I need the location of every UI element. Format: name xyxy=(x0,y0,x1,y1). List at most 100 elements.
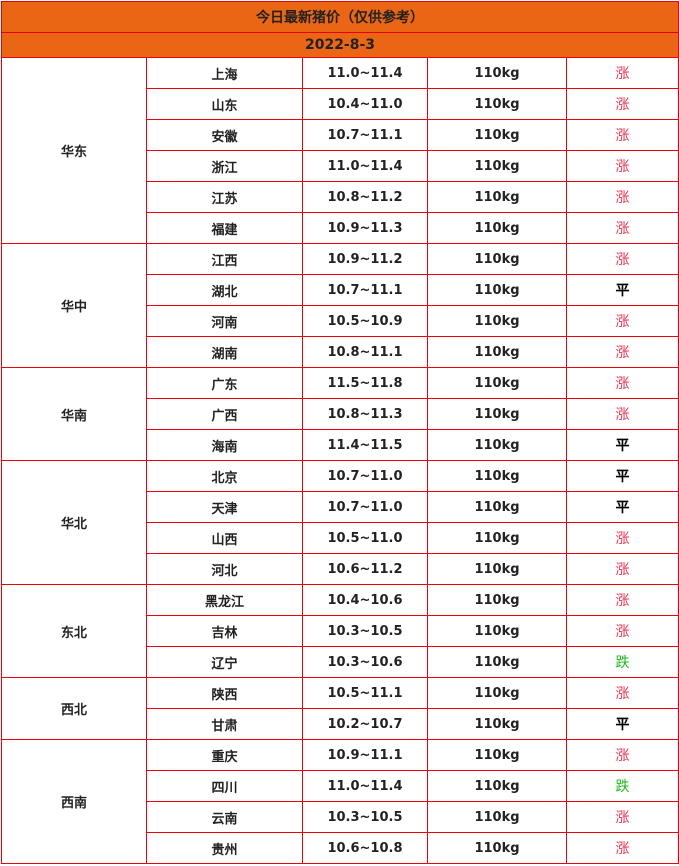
weight-cell: 110kg xyxy=(427,615,567,647)
price-range-cell: 10.3~10.5 xyxy=(302,801,428,833)
price-range-cell: 10.6~10.8 xyxy=(302,832,428,864)
province-cell: 河北 xyxy=(146,553,303,585)
trend-cell: 平 xyxy=(565,491,679,523)
price-range-cell: 10.5~11.1 xyxy=(302,677,428,709)
table-row: 西北 陕西 10.5~11.1 110kg 涨 xyxy=(1,677,679,740)
trend-cell: 涨 xyxy=(565,367,679,399)
trend-cell: 涨 xyxy=(565,181,679,213)
table-row: 河南 10.5~10.9 110kg 涨 xyxy=(2,305,679,337)
region-cell: 华南 xyxy=(1,367,147,461)
table-row: 天津 10.7~11.0 110kg 平 xyxy=(2,491,679,523)
table-row: 贵州 10.6~10.8 110kg 涨 xyxy=(2,832,679,864)
table-row: 华中 江西 10.9~11.2 110kg 涨 xyxy=(1,243,679,368)
weight-cell: 110kg xyxy=(427,801,567,833)
province-cell: 江苏 xyxy=(146,181,303,213)
price-range-cell: 11.5~11.8 xyxy=(302,367,428,399)
weight-cell: 110kg xyxy=(427,212,567,244)
weight-cell: 110kg xyxy=(427,832,567,864)
table-title: 今日最新猪价（仅供参考） xyxy=(0,1,679,33)
table-row: 山东 10.4~11.0 110kg 涨 xyxy=(2,88,679,120)
price-range-cell: 10.9~11.1 xyxy=(302,739,428,771)
price-range-cell: 10.7~11.0 xyxy=(302,491,428,523)
weight-cell: 110kg xyxy=(427,57,567,89)
province-cell: 安徽 xyxy=(146,119,303,151)
price-range-cell: 10.4~11.0 xyxy=(302,88,428,120)
date-row: 2022-8-3 xyxy=(0,32,679,58)
weight-cell: 110kg xyxy=(427,770,567,802)
province-cell: 陕西 xyxy=(146,677,303,709)
region-cell: 西南 xyxy=(1,739,147,864)
weight-cell: 110kg xyxy=(427,150,567,182)
price-range-cell: 10.4~10.6 xyxy=(302,584,428,616)
weight-cell: 110kg xyxy=(427,243,567,275)
trend-cell: 涨 xyxy=(565,150,679,182)
weight-cell: 110kg xyxy=(427,584,567,616)
weight-cell: 110kg xyxy=(427,336,567,368)
trend-cell: 涨 xyxy=(565,398,679,430)
weight-cell: 110kg xyxy=(427,274,567,306)
trend-cell: 平 xyxy=(565,274,679,306)
weight-cell: 110kg xyxy=(427,429,567,461)
province-cell: 海南 xyxy=(146,429,303,461)
region-cell: 华中 xyxy=(1,243,147,368)
province-cell: 山西 xyxy=(146,522,303,554)
region-cell: 东北 xyxy=(1,584,147,678)
province-cell: 上海 xyxy=(146,57,303,89)
price-range-cell: 10.5~10.9 xyxy=(302,305,428,337)
region-cell: 华东 xyxy=(1,57,147,244)
price-range-cell: 10.8~11.1 xyxy=(302,336,428,368)
weight-cell: 110kg xyxy=(427,398,567,430)
table-row: 福建 10.9~11.3 110kg 涨 xyxy=(2,212,679,244)
weight-cell: 110kg xyxy=(427,367,567,399)
table-row: 江苏 10.8~11.2 110kg 涨 xyxy=(2,181,679,213)
price-range-cell: 10.9~11.3 xyxy=(302,212,428,244)
title-row: 今日最新猪价（仅供参考） xyxy=(0,1,679,33)
region-cell: 西北 xyxy=(1,677,147,740)
trend-cell: 涨 xyxy=(565,212,679,244)
trend-cell: 涨 xyxy=(565,243,679,275)
province-cell: 吉林 xyxy=(146,615,303,647)
table-row: 云南 10.3~10.5 110kg 涨 xyxy=(2,801,679,833)
province-cell: 贵州 xyxy=(146,832,303,864)
price-range-cell: 10.2~10.7 xyxy=(302,708,428,740)
province-cell: 江西 xyxy=(146,243,303,275)
province-cell: 四川 xyxy=(146,770,303,802)
table-row: 西南 重庆 10.9~11.1 110kg 涨 xyxy=(1,739,679,864)
weight-cell: 110kg xyxy=(427,739,567,771)
table-date: 2022-8-3 xyxy=(0,32,679,58)
weight-cell: 110kg xyxy=(427,522,567,554)
province-cell: 湖南 xyxy=(146,336,303,368)
province-cell: 河南 xyxy=(146,305,303,337)
province-cell: 重庆 xyxy=(146,739,303,771)
price-range-cell: 10.9~11.2 xyxy=(302,243,428,275)
province-cell: 天津 xyxy=(146,491,303,523)
weight-cell: 110kg xyxy=(427,677,567,709)
table-row: 河北 10.6~11.2 110kg 涨 xyxy=(2,553,679,585)
price-range-cell: 10.8~11.3 xyxy=(302,398,428,430)
trend-cell: 平 xyxy=(565,708,679,740)
trend-cell: 涨 xyxy=(565,832,679,864)
trend-cell: 涨 xyxy=(565,615,679,647)
province-cell: 黑龙江 xyxy=(146,584,303,616)
weight-cell: 110kg xyxy=(427,553,567,585)
province-cell: 云南 xyxy=(146,801,303,833)
price-range-cell: 11.0~11.4 xyxy=(302,57,428,89)
price-range-cell: 10.3~10.5 xyxy=(302,615,428,647)
weight-cell: 110kg xyxy=(427,181,567,213)
price-range-cell: 10.7~11.1 xyxy=(302,274,428,306)
table-row: 湖北 10.7~11.1 110kg 平 xyxy=(2,274,679,306)
province-cell: 福建 xyxy=(146,212,303,244)
trend-cell: 跌 xyxy=(565,770,679,802)
province-cell: 广东 xyxy=(146,367,303,399)
province-cell: 甘肃 xyxy=(146,708,303,740)
price-range-cell: 11.4~11.5 xyxy=(302,429,428,461)
table-row: 吉林 10.3~10.5 110kg 涨 xyxy=(2,615,679,647)
trend-cell: 涨 xyxy=(565,584,679,616)
weight-cell: 110kg xyxy=(427,708,567,740)
weight-cell: 110kg xyxy=(427,119,567,151)
trend-cell: 涨 xyxy=(565,522,679,554)
table-row: 华东 上海 11.0~11.4 110kg 涨 xyxy=(1,57,679,244)
trend-cell: 涨 xyxy=(565,677,679,709)
table-row: 华北 北京 10.7~11.0 110kg 平 xyxy=(1,460,679,585)
trend-cell: 涨 xyxy=(565,57,679,89)
